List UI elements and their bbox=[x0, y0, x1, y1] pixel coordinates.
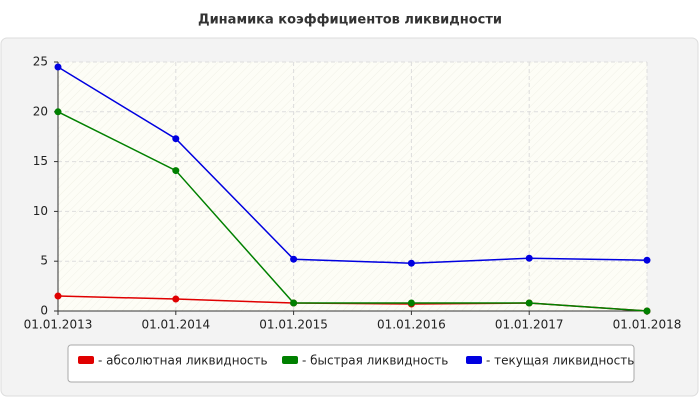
point bbox=[54, 63, 62, 71]
point bbox=[407, 259, 415, 267]
point bbox=[643, 256, 651, 264]
x-tick-label: 01.01.2015 bbox=[259, 318, 328, 332]
y-tick-label: 5 bbox=[40, 254, 48, 268]
y-tick-label: 20 bbox=[33, 104, 48, 118]
legend-swatch bbox=[466, 356, 482, 364]
x-tick-label: 01.01.2014 bbox=[141, 318, 210, 332]
point bbox=[525, 254, 533, 262]
legend-swatch bbox=[78, 356, 94, 364]
point bbox=[525, 299, 533, 307]
x-tick-label: 01.01.2017 bbox=[495, 318, 564, 332]
legend-label: - быстрая ликвидность bbox=[302, 354, 448, 368]
point bbox=[172, 135, 180, 143]
point bbox=[407, 299, 415, 307]
legend bbox=[67, 344, 635, 383]
point bbox=[290, 299, 298, 307]
series-line bbox=[57, 66, 648, 264]
legend-label: - абсолютная ликвидность bbox=[98, 354, 268, 368]
x-tick-label: 01.01.2018 bbox=[613, 318, 682, 332]
point bbox=[54, 108, 62, 116]
point bbox=[54, 292, 62, 300]
point bbox=[290, 255, 298, 263]
chart-title: Динамика коэффициентов ликвидности bbox=[198, 13, 502, 28]
y-tick-label: 0 bbox=[40, 304, 48, 318]
y-tick-label: 15 bbox=[33, 154, 48, 168]
series-line bbox=[57, 111, 648, 312]
point bbox=[172, 295, 180, 303]
y-tick-label: 10 bbox=[33, 204, 48, 218]
legend-label: - текущая ликвидность bbox=[486, 354, 634, 368]
point bbox=[643, 307, 651, 315]
legend-swatch bbox=[282, 356, 298, 364]
y-tick-label: 25 bbox=[33, 55, 48, 69]
x-tick-label: 01.01.2013 bbox=[24, 318, 93, 332]
plot-area bbox=[58, 62, 647, 311]
x-tick-label: 01.01.2016 bbox=[377, 318, 446, 332]
point bbox=[172, 167, 180, 175]
